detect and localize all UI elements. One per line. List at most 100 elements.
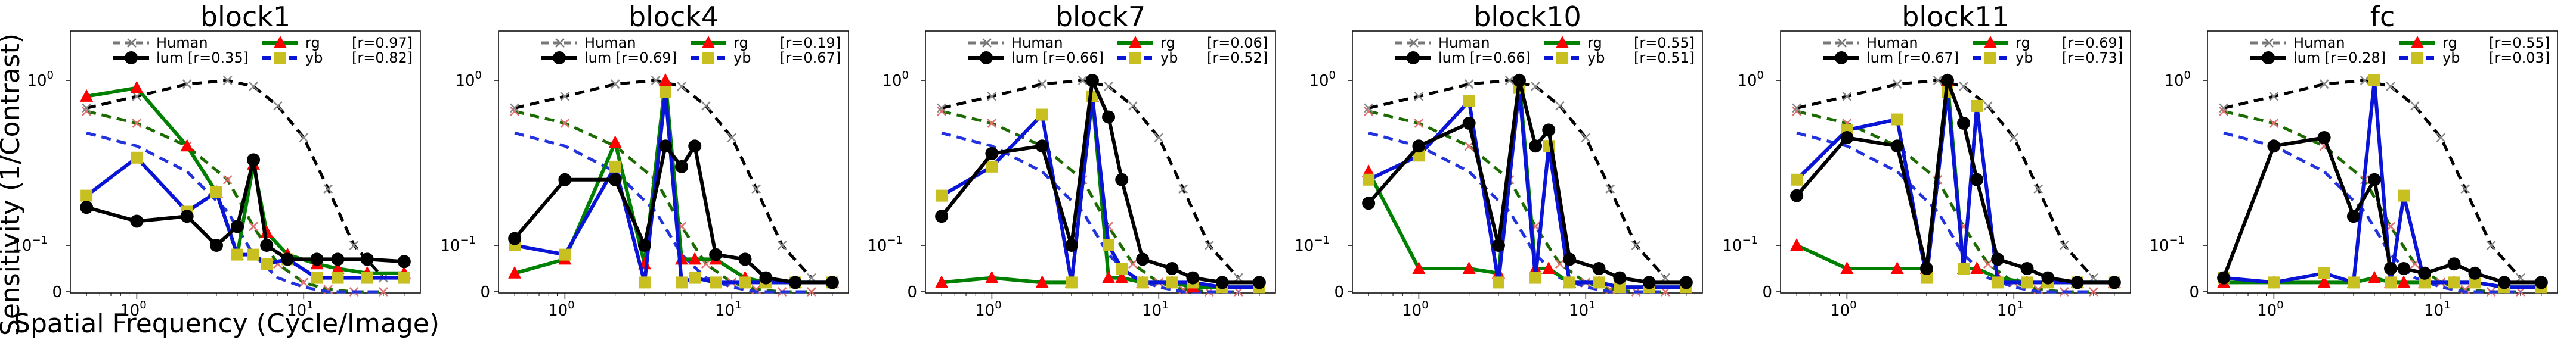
- lum-point: [1957, 116, 1971, 130]
- lum-point: [738, 252, 752, 266]
- yb-point: [1492, 276, 1504, 289]
- yb-point: [986, 160, 998, 173]
- legend-lum-label: lum [r=0.28]: [2293, 49, 2386, 66]
- human-x-marker: [1933, 76, 1943, 85]
- human-x-marker: [2516, 273, 2525, 283]
- legend-rg-r: [r=0.69]: [2062, 35, 2123, 51]
- yb-point: [1791, 173, 1803, 186]
- human-x-marker: [1464, 79, 1474, 89]
- yb-point: [1958, 263, 1970, 275]
- yb-point: [559, 248, 571, 261]
- legend-rg-marker: [1556, 36, 1569, 48]
- lum-point: [397, 255, 411, 269]
- human-x-marker: [1234, 287, 1243, 297]
- x-tick-label: 101: [1997, 299, 2024, 320]
- human-x-marker: [82, 103, 92, 113]
- human-x-marker: [2089, 273, 2098, 283]
- lum-point: [1512, 74, 1526, 87]
- lum-dashed-line: [514, 79, 813, 279]
- lum-point: [2384, 262, 2398, 275]
- legend-yb-label: yb: [733, 49, 751, 66]
- lum-point: [1064, 239, 1078, 252]
- y-tick-label: 0: [1334, 283, 1344, 301]
- yb-point: [739, 276, 751, 289]
- human-x-marker: [222, 174, 233, 185]
- rg-point: [331, 261, 345, 274]
- y-tick-label: 100: [27, 69, 54, 90]
- yb-point: [361, 272, 373, 284]
- human-x-marker: [1555, 101, 1565, 111]
- human-x-marker: [1234, 273, 1243, 283]
- yb-point: [332, 272, 344, 284]
- human-x-marker: [349, 241, 359, 250]
- legend-yb-label: yb: [1587, 49, 1605, 66]
- yb-point: [1891, 113, 1903, 126]
- plot-frame: [498, 30, 849, 294]
- rg-dashed-line: [2223, 110, 2521, 294]
- chart-title: block10: [1473, 1, 1581, 33]
- yb-point: [1920, 272, 1933, 284]
- y-tick-label: 10−1: [2149, 234, 2185, 255]
- rg-point: [2397, 275, 2411, 288]
- human-x-marker: [1414, 119, 1424, 128]
- lum-point: [2070, 276, 2084, 289]
- human-x-marker: [2059, 241, 2069, 250]
- human-x-marker: [1414, 91, 1424, 101]
- legend-yb-marker: [2411, 52, 2423, 64]
- chart-title: block1: [200, 1, 290, 33]
- human-x-marker: [1842, 91, 1852, 101]
- yb-point: [2469, 276, 2481, 289]
- human-x-marker: [2360, 76, 2370, 85]
- lum-point: [1940, 74, 1954, 87]
- legend-rg-marker: [274, 36, 287, 48]
- lum-point: [209, 239, 223, 252]
- yb-point: [2385, 276, 2397, 289]
- human-x-marker: [1661, 287, 1670, 297]
- rg-point: [80, 89, 94, 102]
- human-x-marker: [2460, 184, 2470, 194]
- human-x-marker: [2033, 184, 2044, 194]
- rg-point: [608, 135, 622, 148]
- yb-point: [398, 272, 410, 284]
- legend-rg-marker: [1984, 36, 1997, 48]
- legend-human-label: Human: [156, 35, 208, 51]
- yb-point: [2419, 276, 2431, 289]
- rg-point: [180, 139, 194, 152]
- legend-lum-marker: [553, 51, 566, 64]
- yb-point: [2347, 276, 2360, 289]
- y-tick-label: 0: [907, 283, 917, 301]
- lum-point: [658, 139, 672, 153]
- legend-rg-r: [r=0.06]: [1207, 35, 1268, 51]
- legend-yb-r: [r=0.03]: [2489, 49, 2550, 66]
- rg-point: [935, 275, 949, 288]
- y-tick-label: 0: [52, 283, 62, 301]
- legend-rg-marker: [2411, 36, 2424, 48]
- lum-point: [1102, 110, 1116, 124]
- yb-point: [261, 258, 273, 270]
- lum-dashed-line: [2223, 79, 2522, 279]
- legend-human-label: Human: [1866, 35, 1918, 51]
- x-tick-label: 100: [1830, 299, 1857, 320]
- yb-point: [676, 276, 688, 289]
- plot-frame: [1780, 30, 2131, 294]
- yb-point: [1992, 276, 2004, 289]
- human-x-marker: [249, 82, 258, 91]
- lum-point: [508, 232, 522, 245]
- human-x-marker: [701, 101, 711, 111]
- lum-point: [2020, 262, 2034, 275]
- lum-point: [935, 210, 949, 223]
- rg-point: [130, 80, 144, 93]
- lum-point: [2418, 266, 2432, 280]
- legend-rg-label: rg: [1160, 35, 1175, 51]
- x-tick-label: 101: [287, 299, 314, 320]
- yb-dashed-line: [2223, 131, 2521, 294]
- lum-point: [1252, 276, 1266, 289]
- rg-point: [688, 252, 702, 265]
- legend-lum-label: lum [r=0.67]: [1866, 49, 1959, 66]
- lum-point: [1542, 123, 1556, 137]
- lum-point: [331, 252, 345, 266]
- yb-dashed-line: [1796, 131, 2094, 294]
- plot-frame: [2207, 30, 2558, 294]
